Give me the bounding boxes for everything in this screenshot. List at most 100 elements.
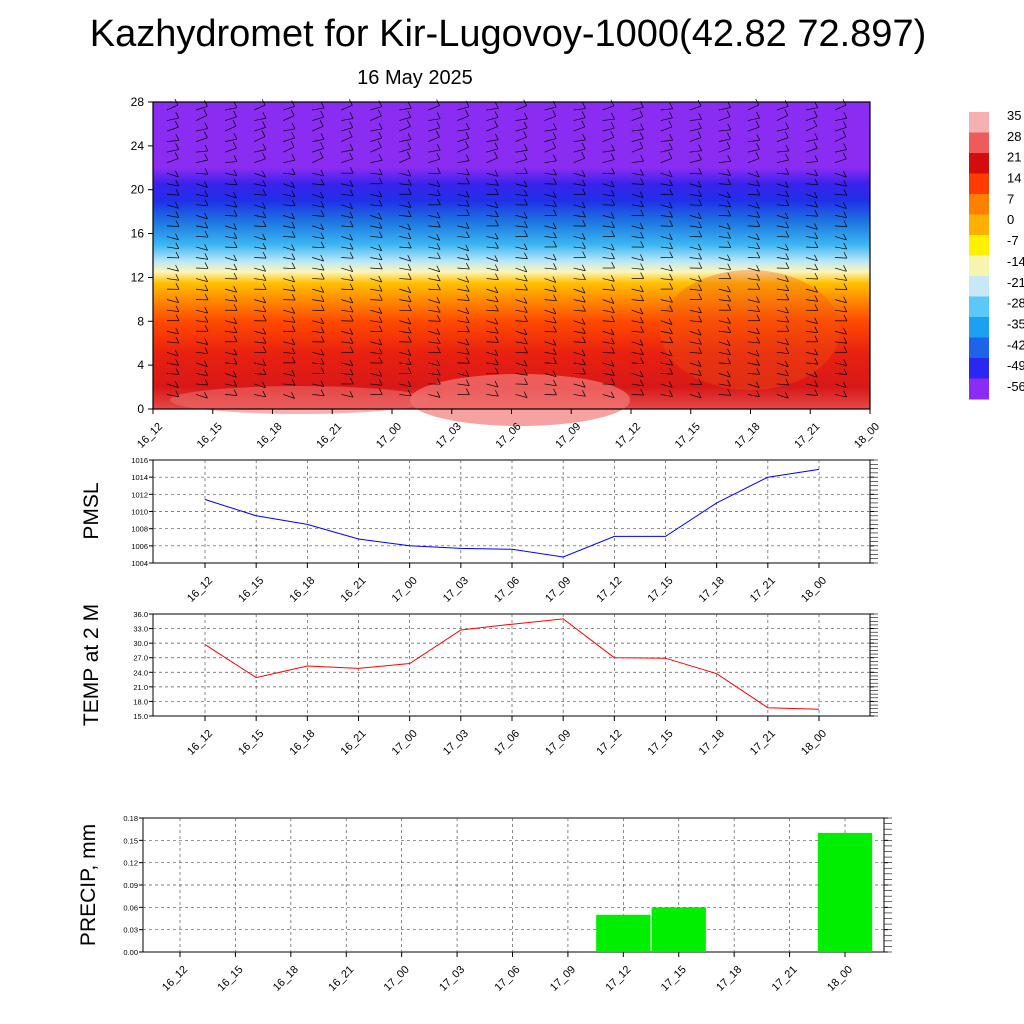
wind-barb-flag — [407, 142, 412, 149]
wind-barb — [486, 383, 499, 388]
wind-barb — [166, 341, 179, 344]
wind-barb-flag — [174, 152, 179, 159]
wind-barb-flag — [524, 369, 528, 376]
wind-barb-flag — [727, 357, 732, 365]
wind-barb-flag — [524, 144, 528, 151]
wind-barb-flag — [814, 155, 819, 162]
wind-barb — [602, 159, 615, 164]
wind-barb-flag — [756, 111, 760, 119]
wind-barb-flag — [233, 295, 238, 302]
wind-barb-flag — [843, 305, 848, 313]
wind-barb — [689, 128, 702, 132]
wind-barb — [312, 257, 324, 262]
wind-barb — [544, 309, 557, 315]
wind-barb — [399, 278, 412, 280]
wind-barb — [224, 193, 237, 199]
wind-barb — [457, 115, 469, 121]
wind-barb-flag — [668, 120, 673, 128]
wind-barb — [544, 267, 557, 270]
wind-barb — [776, 172, 789, 175]
wind-barb-flag — [377, 141, 382, 148]
wind-barb-flag — [698, 306, 702, 314]
wind-barb-flag — [814, 263, 819, 271]
temp-panel: 15.0 18.0 21.0 24.0 27.0 30.0 33.0 36.0 16_12 16_… — [80, 604, 878, 758]
wind-barb — [660, 172, 673, 178]
wind-barb — [689, 246, 702, 251]
x-tick-label: 17_15 — [659, 964, 689, 994]
wind-barb-flag — [262, 359, 267, 366]
wind-barb-flag — [814, 317, 818, 324]
wind-barb — [834, 299, 847, 304]
wind-barb-flag — [785, 244, 789, 251]
wind-barb — [718, 267, 731, 271]
wind-barb — [834, 127, 847, 132]
wind-barb-flag — [814, 304, 819, 311]
wind-barb-flag — [175, 143, 180, 150]
wind-barb-flag — [378, 154, 383, 161]
wind-barb — [457, 225, 470, 229]
wind-barb-flag — [494, 120, 498, 127]
wind-barb-flag — [233, 335, 238, 342]
wind-barb-flag — [785, 378, 790, 386]
wind-barb — [283, 267, 296, 270]
wind-barb-flag — [408, 367, 412, 374]
wind-barb — [370, 383, 383, 386]
wind-barb — [196, 236, 209, 238]
wind-barb-flag — [378, 244, 383, 251]
wind-barb-flag — [611, 112, 615, 120]
wind-barb — [254, 127, 266, 132]
wind-barb-flag — [437, 315, 441, 322]
wind-barb — [718, 160, 731, 164]
wind-barb-flag — [319, 120, 324, 127]
wind-barb-flag — [495, 367, 499, 374]
wind-barb-flag — [669, 264, 673, 272]
wind-barb — [195, 278, 208, 283]
wind-barb-flag — [698, 190, 702, 197]
wind-barb-flag — [320, 201, 325, 208]
wind-barb-flag — [320, 101, 325, 109]
wind-barb — [776, 204, 789, 207]
wind-barb — [689, 383, 702, 386]
wind-barb-flag — [669, 179, 673, 186]
wind-barb-flag — [204, 325, 209, 332]
wind-barb-flag — [785, 338, 789, 345]
wind-barb-flag — [756, 314, 761, 321]
wind-barb-flag — [582, 367, 586, 375]
wind-barb-flag — [524, 221, 528, 228]
wind-barb-flag — [610, 328, 615, 336]
wind-barb-flag — [843, 202, 847, 209]
wind-barb-flag — [552, 285, 557, 292]
wind-barb-flag — [553, 154, 557, 161]
wind-barb-flag — [726, 141, 731, 149]
wind-barb — [399, 183, 412, 186]
wind-barb — [457, 299, 470, 301]
wind-barb-flag — [407, 317, 412, 325]
wind-barb-flag — [204, 131, 208, 138]
wind-barb-flag — [436, 189, 441, 196]
wind-barb — [254, 149, 266, 153]
wind-barb — [515, 118, 528, 121]
wind-barb-flag — [378, 262, 383, 270]
wind-barb-flag — [610, 122, 615, 129]
y-tick-label: 30.0 — [133, 639, 148, 648]
wind-barb — [834, 394, 847, 398]
wind-barb — [312, 288, 324, 293]
wind-barb — [312, 107, 325, 111]
wind-barb-flag — [495, 219, 499, 227]
wind-barb-flag — [320, 304, 325, 311]
wind-barb-flag — [524, 167, 528, 174]
wind-barb — [225, 394, 238, 396]
wind-barb — [776, 288, 789, 292]
wind-barb-flag — [727, 155, 732, 162]
warm-surface-blob — [170, 386, 430, 414]
wind-barb-flag — [407, 380, 412, 387]
wind-barb-flag — [262, 211, 267, 218]
wind-barb — [486, 139, 499, 142]
wind-barb-flag — [204, 284, 209, 291]
wind-barb-flag — [814, 295, 819, 302]
wind-barb-flag — [233, 155, 238, 162]
wind-barb — [747, 172, 760, 178]
colorbar-label: -56 — [1007, 379, 1024, 394]
wind-barb-flag — [755, 170, 760, 178]
wind-barb-flag — [204, 262, 209, 269]
